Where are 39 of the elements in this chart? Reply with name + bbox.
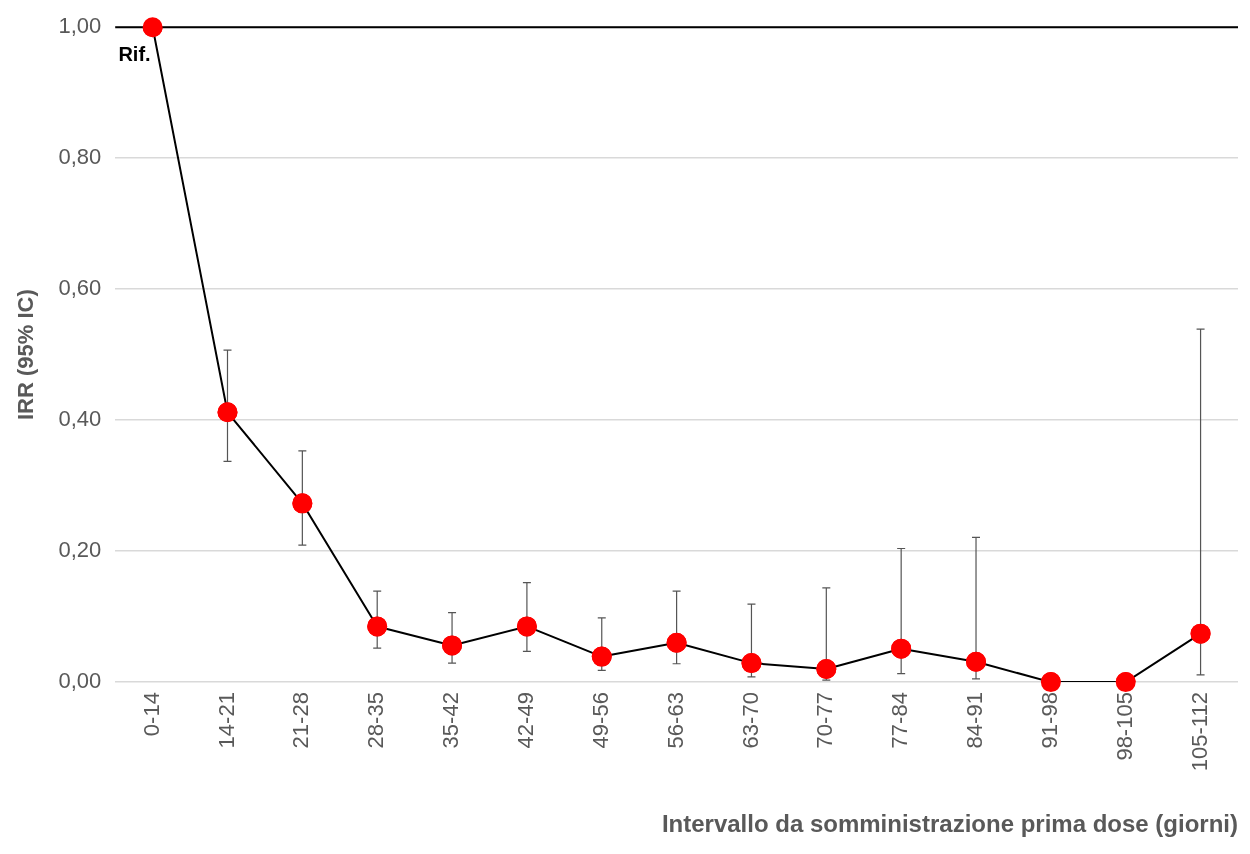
y-tick-label: 1,00 — [58, 13, 102, 39]
point — [666, 632, 687, 653]
x-tick-label: 91-98 — [1036, 692, 1062, 749]
point — [292, 493, 313, 514]
point — [891, 638, 912, 659]
point — [442, 635, 463, 656]
point — [816, 659, 837, 679]
x-tick-label: 28-35 — [363, 692, 389, 749]
y-tick-label: 0,20 — [58, 537, 102, 563]
point — [966, 651, 987, 672]
x-tick-label: 0-14 — [138, 692, 164, 737]
point — [591, 646, 612, 667]
x-tick-label: 63-70 — [737, 692, 763, 749]
x-tick-label: 84-91 — [962, 692, 988, 749]
point — [1115, 672, 1136, 693]
x-axis-title: Intervallo da somministrazione prima dose (giorni) — [661, 810, 1238, 838]
x-tick-label: 42-49 — [512, 692, 538, 749]
point — [142, 17, 163, 38]
x-tick-label: 49-56 — [587, 692, 613, 749]
point — [1040, 672, 1061, 693]
point — [1190, 623, 1211, 644]
x-tick-label: 21-28 — [288, 692, 314, 749]
point — [217, 402, 238, 423]
x-tick-label: 70-77 — [812, 692, 838, 749]
point — [516, 616, 537, 637]
point — [741, 653, 762, 674]
y-tick-label: 0,80 — [58, 144, 102, 170]
x-tick-label: 98-105 — [1111, 692, 1137, 761]
point — [367, 616, 388, 637]
x-tick-label: 56-63 — [662, 692, 688, 749]
y-tick-label: 0,00 — [58, 668, 102, 694]
x-tick-label: 105-112 — [1186, 692, 1212, 772]
x-tick-label: 77-84 — [887, 692, 913, 749]
y-axis-title: IRR (95% IC) — [13, 289, 39, 421]
y-tick-label: 0,60 — [58, 275, 102, 301]
x-tick-label: 14-21 — [213, 692, 239, 749]
x-tick-label: 35-42 — [438, 692, 464, 749]
annotation: Rif. — [118, 42, 151, 65]
y-tick-label: 0,40 — [58, 406, 102, 432]
